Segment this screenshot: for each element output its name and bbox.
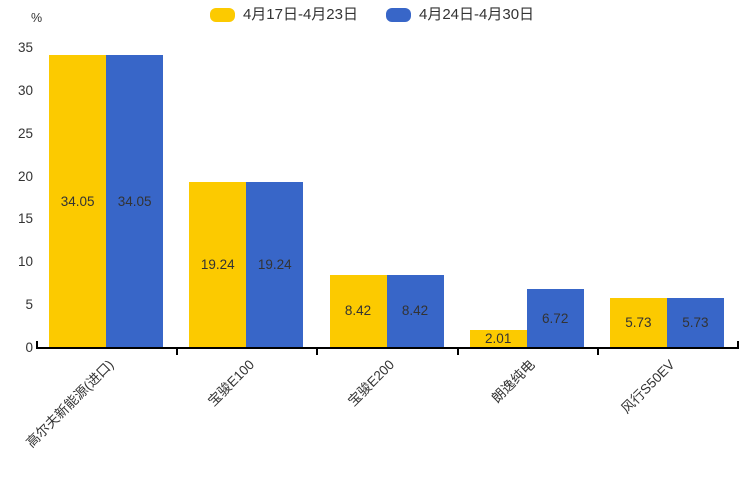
legend-item-series-0[interactable]: 4月17日-4月23日 bbox=[209, 6, 358, 23]
bar-series-0-cat-1: 19.24 bbox=[189, 182, 247, 347]
x-axis-tick bbox=[596, 349, 599, 355]
bar-series-1-cat-1: 19.24 bbox=[246, 182, 304, 347]
bar-value-label: 8.42 bbox=[401, 303, 429, 319]
x-axis-tick bbox=[176, 349, 179, 355]
bar-value-label: 34.05 bbox=[60, 193, 95, 209]
bar-value-label: 6.72 bbox=[542, 310, 569, 326]
bar-value-label: 5.73 bbox=[625, 314, 652, 330]
y-axis-tick-label: 20 bbox=[17, 168, 33, 184]
x-axis-tick bbox=[316, 349, 319, 355]
bar-value-label: 8.42 bbox=[344, 303, 372, 319]
y-axis-tick-label: 25 bbox=[17, 125, 33, 141]
legend-swatch-icon bbox=[209, 8, 235, 22]
x-axis-tick bbox=[36, 341, 38, 347]
y-axis-tick-label: 35 bbox=[17, 40, 33, 55]
bar-series-1-cat-0: 34.05 bbox=[106, 55, 164, 347]
legend-label: 4月24日-4月30日 bbox=[419, 6, 535, 23]
bar-series-0-cat-4: 5.73 bbox=[609, 297, 667, 347]
bar-series-0-cat-3: 2.01 bbox=[469, 329, 527, 347]
bar-value-label: 5.73 bbox=[682, 314, 709, 330]
y-axis-tick-label: 30 bbox=[17, 82, 33, 98]
bar-value-label: 19.24 bbox=[257, 257, 292, 273]
x-axis-category-label: 高尔夫新能源(进口) bbox=[23, 357, 117, 451]
y-axis-tick-label: 5 bbox=[25, 297, 33, 313]
x-axis-tick bbox=[737, 341, 739, 347]
bar-series-1-cat-4: 5.73 bbox=[666, 297, 724, 347]
legend: 4月17日-4月23日 4月24日-4月30日 bbox=[0, 7, 744, 23]
legend-swatch-icon bbox=[386, 8, 411, 22]
x-axis-category-label: 朗逸纯电 bbox=[488, 357, 538, 406]
y-axis-tick-label: 0 bbox=[25, 340, 33, 355]
bar-series-0-cat-0: 34.05 bbox=[49, 55, 107, 347]
bar-series-1-cat-2: 8.42 bbox=[386, 274, 444, 347]
bar-value-label: 2.01 bbox=[485, 330, 512, 346]
y-axis-tick-label: 10 bbox=[17, 254, 33, 270]
bar-value-label: 34.05 bbox=[117, 193, 152, 209]
bar-series-1-cat-3: 6.72 bbox=[526, 289, 584, 347]
bar-value-label: 19.24 bbox=[200, 257, 235, 273]
legend-label: 4月17日-4月23日 bbox=[242, 6, 358, 23]
x-axis-category-label: 宝骏E100 bbox=[204, 357, 257, 409]
x-axis-category-label: 风行S50EV bbox=[618, 357, 678, 417]
x-axis-tick bbox=[456, 349, 459, 355]
x-axis-category-label: 宝骏E200 bbox=[345, 357, 398, 409]
x-axis-line bbox=[36, 347, 739, 349]
y-axis-unit-label: % bbox=[31, 11, 43, 25]
y-axis-tick-label: 15 bbox=[17, 211, 33, 227]
legend-item-series-1[interactable]: 4月24日-4月30日 bbox=[386, 7, 534, 23]
bar-series-0-cat-2: 8.42 bbox=[329, 274, 387, 347]
